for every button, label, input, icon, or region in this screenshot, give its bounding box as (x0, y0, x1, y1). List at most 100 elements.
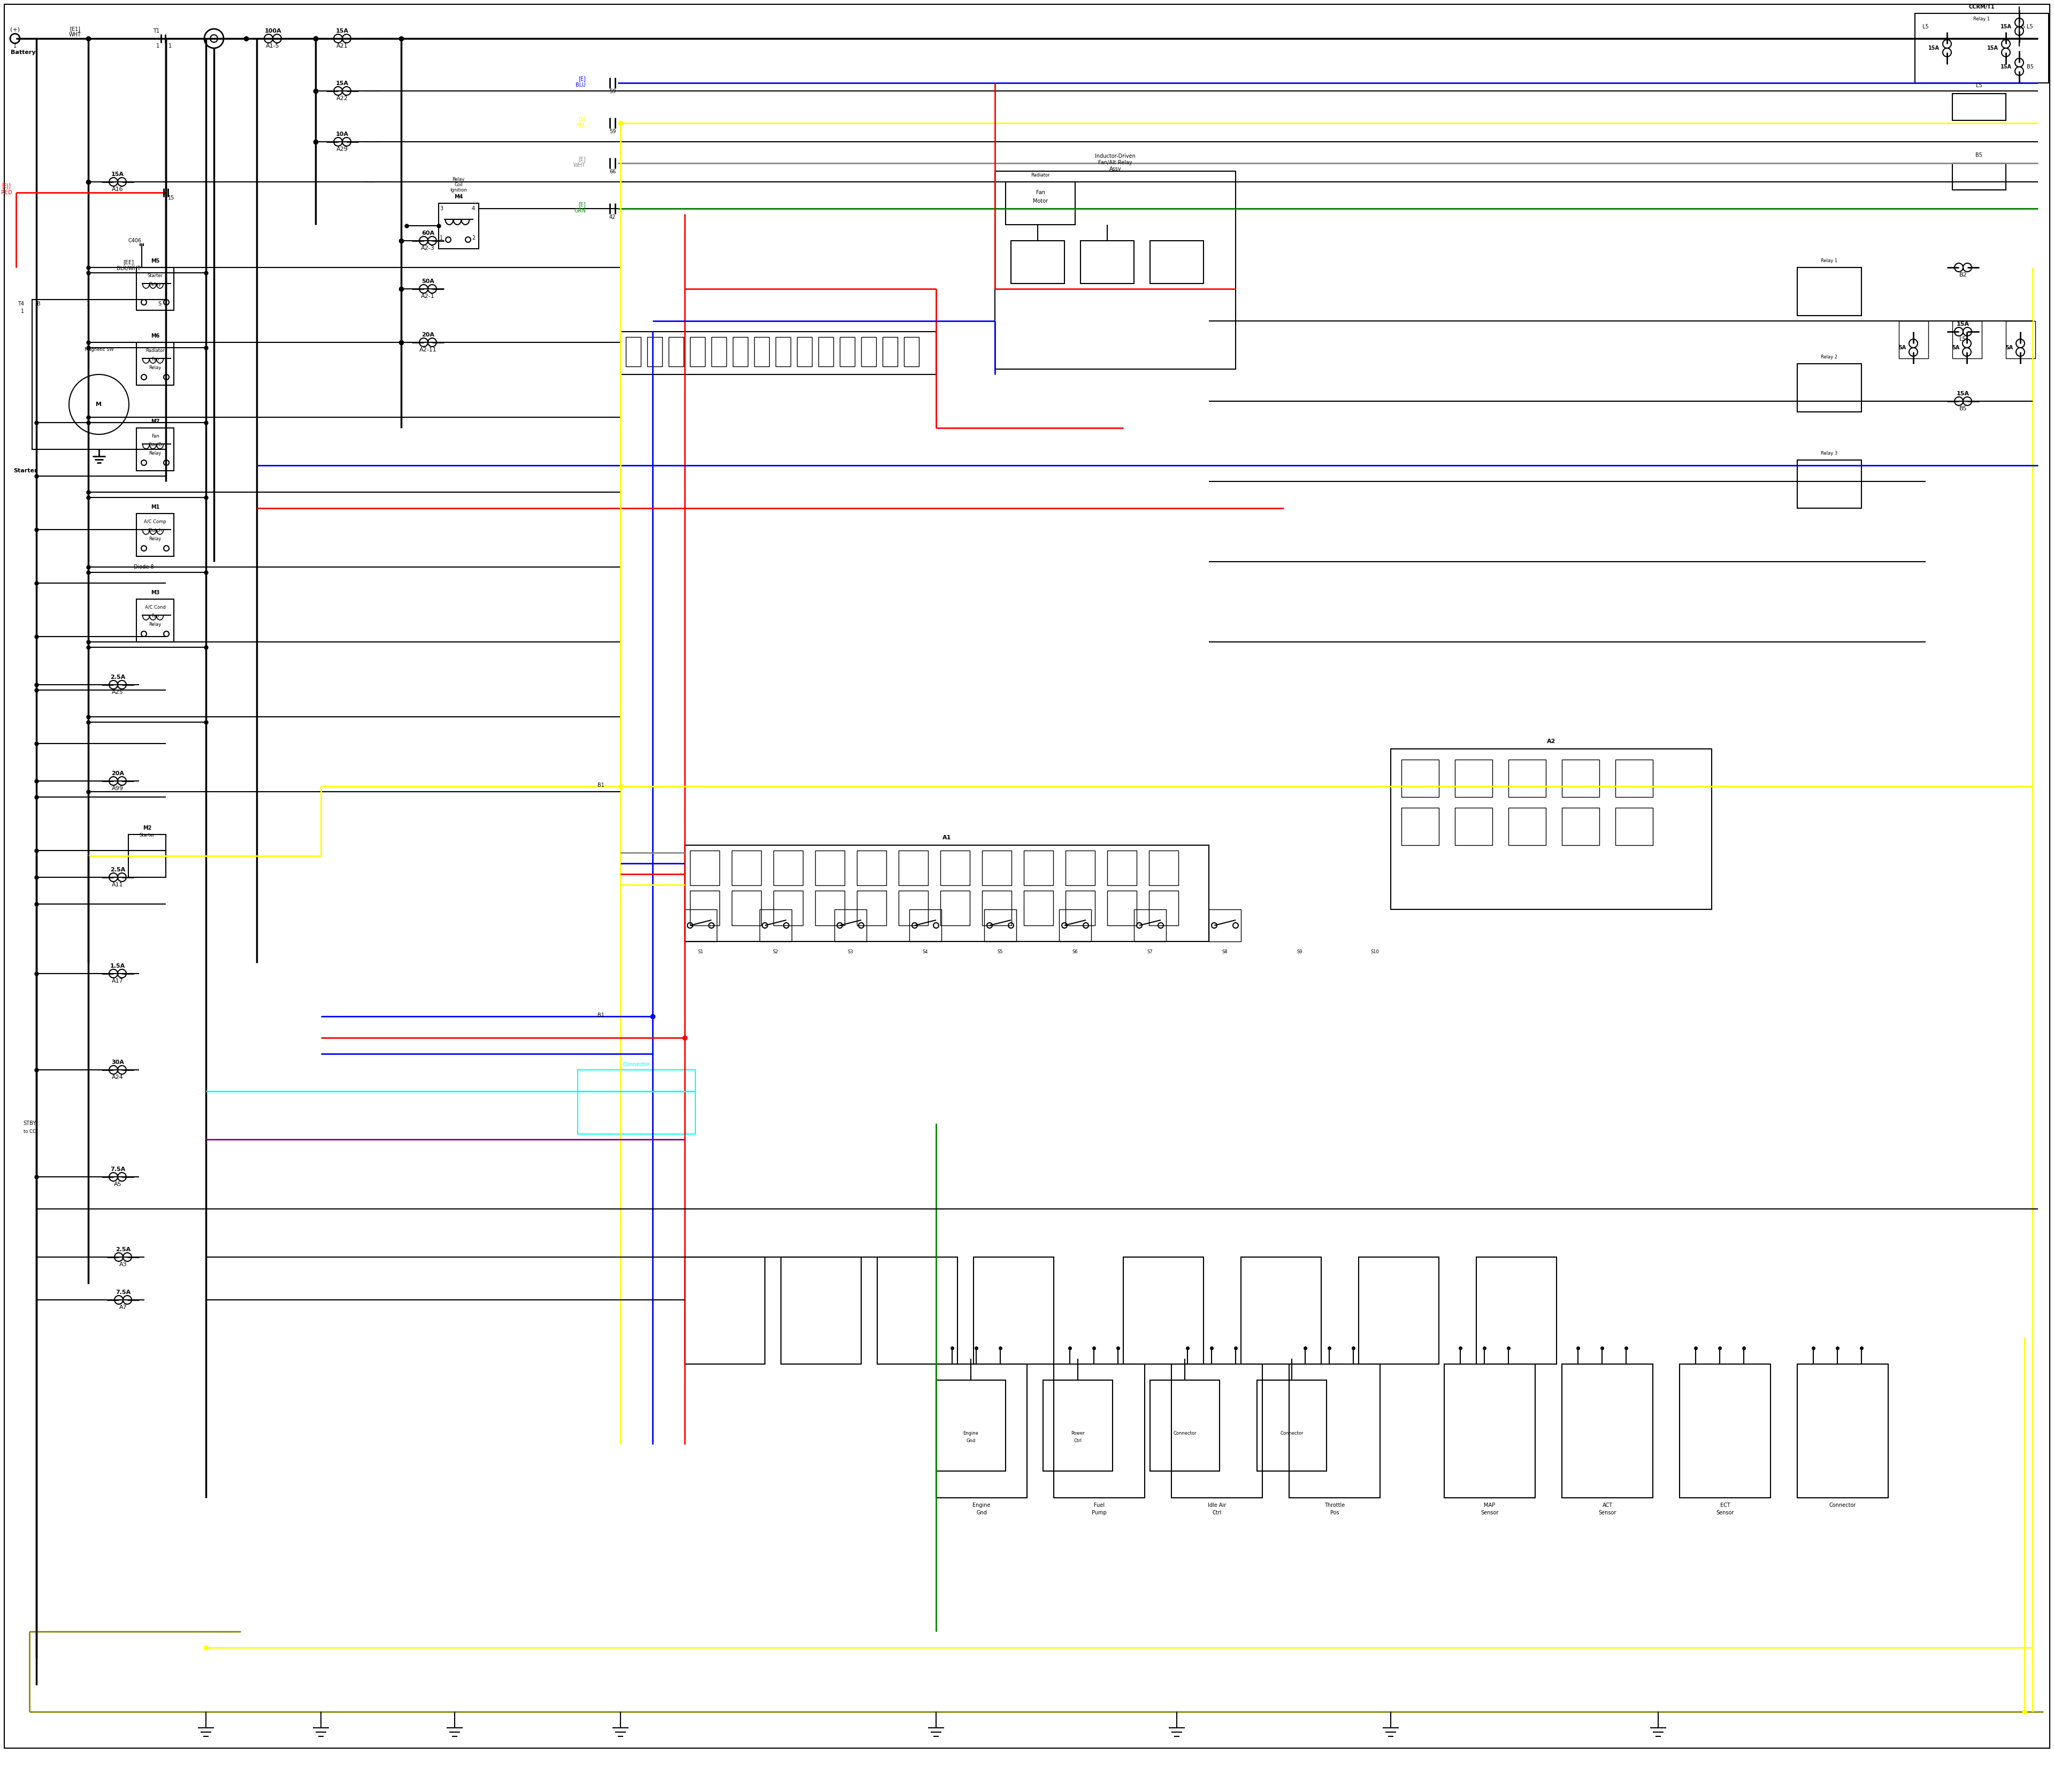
Text: 2: 2 (472, 235, 474, 240)
Text: MAP: MAP (1485, 1503, 1495, 1507)
Circle shape (1955, 328, 1964, 335)
Bar (1454, 808, 1493, 846)
Text: Con/D: Con/D (148, 443, 162, 446)
Text: YEL: YEL (577, 122, 585, 127)
Text: T1: T1 (152, 29, 160, 34)
Text: Relay 2: Relay 2 (1822, 355, 1838, 360)
Text: Radiator: Radiator (146, 348, 164, 353)
Circle shape (427, 339, 435, 346)
Bar (690, 851, 719, 885)
Bar (577, 1070, 696, 1134)
Bar (1107, 851, 1136, 885)
Bar (620, 332, 937, 375)
Bar (774, 891, 803, 925)
Text: A1: A1 (943, 835, 951, 840)
Circle shape (1962, 339, 1972, 348)
Circle shape (109, 776, 117, 785)
Text: A2: A2 (1547, 738, 1555, 744)
Bar (1210, 909, 1241, 941)
Text: 59: 59 (610, 129, 616, 134)
Bar (937, 1364, 1027, 1498)
Text: [EJ]: [EJ] (2, 183, 10, 188)
Text: 15A: 15A (1986, 45, 1999, 50)
Text: Sensor: Sensor (1715, 1511, 1734, 1516)
Bar (1241, 1256, 1321, 1364)
Text: Battery: Battery (10, 50, 35, 56)
Text: Relay 3: Relay 3 (1822, 452, 1838, 455)
Bar (877, 1256, 957, 1364)
Text: C406: C406 (127, 238, 142, 244)
Text: Relay: Relay (452, 177, 464, 183)
Text: 30A: 30A (111, 1059, 123, 1064)
Circle shape (273, 34, 281, 43)
Circle shape (1962, 348, 1972, 357)
Text: A17: A17 (111, 978, 123, 984)
Text: Throttle: Throttle (1325, 1503, 1345, 1507)
Text: Diode 8: Diode 8 (134, 564, 154, 570)
Bar (1148, 891, 1179, 925)
Text: 15A: 15A (1957, 391, 1970, 396)
Text: Radiator: Radiator (1031, 174, 1050, 177)
Bar (647, 337, 661, 366)
Text: M5: M5 (150, 258, 160, 263)
Circle shape (2015, 27, 2023, 36)
Text: A1-5: A1-5 (265, 43, 279, 48)
Text: B5: B5 (2027, 65, 2033, 70)
Text: B: B (37, 301, 41, 306)
Text: 1: 1 (156, 43, 160, 48)
Text: S8: S8 (1222, 950, 1228, 955)
Circle shape (115, 1296, 123, 1305)
Text: Starter: Starter (140, 833, 154, 839)
Text: A5: A5 (113, 1181, 121, 1186)
Text: 20A: 20A (111, 771, 123, 776)
Bar (731, 851, 762, 885)
Circle shape (1908, 348, 1918, 357)
Bar (754, 337, 768, 366)
Text: S3: S3 (848, 950, 852, 955)
Circle shape (333, 86, 343, 95)
Bar (1066, 891, 1095, 925)
Circle shape (2015, 18, 2023, 27)
Text: STBY: STBY (23, 1120, 35, 1125)
Text: S: S (158, 301, 160, 306)
Circle shape (115, 1253, 123, 1262)
Text: 4: 4 (472, 206, 474, 211)
Text: Pos: Pos (1331, 1511, 1339, 1516)
Text: Connector: Connector (1830, 1503, 1857, 1507)
Bar (1060, 909, 1091, 941)
Text: 42: 42 (610, 215, 616, 220)
Text: ACT: ACT (1602, 1503, 1612, 1507)
Circle shape (1955, 263, 1964, 272)
Circle shape (117, 1066, 125, 1073)
Bar (1401, 808, 1440, 846)
Bar (127, 835, 166, 878)
Text: 15A: 15A (111, 172, 123, 177)
Bar (1124, 1256, 1204, 1364)
Text: Fan/Alt Relay: Fan/Alt Relay (1099, 159, 1132, 165)
Text: B5: B5 (1976, 152, 1982, 158)
Bar (731, 891, 762, 925)
Bar (136, 514, 175, 556)
Bar (774, 851, 803, 885)
Bar (1797, 364, 1861, 412)
Text: 2.5A: 2.5A (111, 674, 125, 679)
Text: L5: L5 (2019, 23, 2025, 29)
Bar (684, 909, 717, 941)
Text: Gnd: Gnd (976, 1511, 986, 1516)
Bar (1358, 1256, 1440, 1364)
Text: Coil: Coil (454, 183, 462, 188)
Bar (982, 851, 1011, 885)
Text: Gnd: Gnd (965, 1439, 976, 1444)
Text: M2: M2 (142, 826, 152, 831)
Text: 15A: 15A (337, 29, 349, 34)
Text: 1: 1 (168, 43, 173, 48)
Bar (857, 851, 887, 885)
Text: Relay 1: Relay 1 (1974, 16, 1990, 22)
Text: Connector: Connector (1280, 1432, 1304, 1435)
Text: 59: 59 (610, 90, 616, 95)
Bar (797, 337, 811, 366)
Circle shape (419, 285, 427, 294)
Text: Relay: Relay (148, 536, 162, 541)
Text: Idle Air: Idle Air (1208, 1503, 1226, 1507)
Circle shape (2015, 59, 2023, 66)
